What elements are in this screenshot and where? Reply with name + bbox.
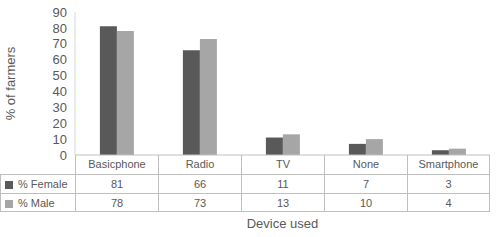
html-text:78: 78 xyxy=(110,197,124,209)
svg-text:50: 50 xyxy=(53,68,67,83)
html-text:Radio: Radio xyxy=(185,158,215,170)
html-text:% Female: % Female xyxy=(18,178,68,190)
html-text:Device used: Device used xyxy=(246,216,319,231)
html-text:81: 81 xyxy=(110,178,124,190)
html-text:10: 10 xyxy=(359,197,373,209)
html-text:11: 11 xyxy=(277,178,289,190)
html-text:66: 66 xyxy=(193,178,207,190)
svg-text:% of farmers: % of farmers xyxy=(8,46,18,120)
html-text:13: 13 xyxy=(276,197,290,209)
html-text:% Male: % Male xyxy=(18,197,55,209)
svg-text:0: 0 xyxy=(60,148,67,160)
svg-text:70: 70 xyxy=(53,36,67,51)
svg-text:60: 60 xyxy=(53,52,67,67)
html-text:Basicphone: Basicphone xyxy=(88,158,146,170)
html-text:Smartphone: Smartphone xyxy=(418,158,479,170)
svg-text:80: 80 xyxy=(53,21,67,36)
html-text:4: 4 xyxy=(445,197,452,209)
svg-text:30: 30 xyxy=(53,100,67,115)
html-text:3: 3 xyxy=(445,178,452,190)
html-text:73: 73 xyxy=(193,197,207,209)
svg-text:40: 40 xyxy=(53,84,67,99)
html-text:TV: TV xyxy=(276,158,290,170)
svg-text:90: 90 xyxy=(53,5,67,20)
svg-text:10: 10 xyxy=(53,132,67,147)
html-text:None: None xyxy=(352,158,380,170)
svg-text:20: 20 xyxy=(53,116,67,131)
html-text:7: 7 xyxy=(362,178,370,190)
